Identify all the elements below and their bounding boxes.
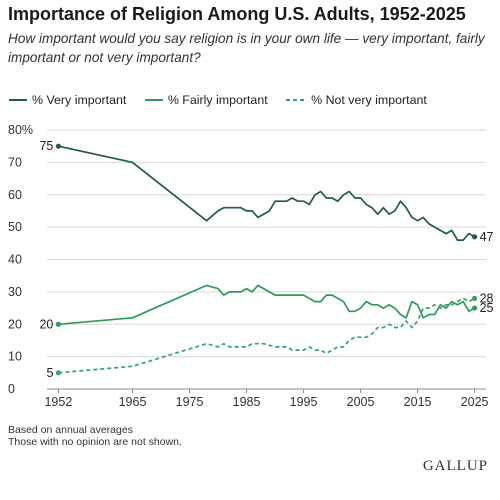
x-tick-label-2: 1975 (176, 395, 204, 409)
y-tick-label-7: 70 (8, 155, 22, 169)
x-tick-label-4: 1995 (290, 395, 318, 409)
series-end-label-2: 28 (480, 291, 494, 305)
legend-swatch-very-important (9, 99, 27, 102)
legend-label-fairly-important: % Fairly important (167, 92, 268, 107)
x-tick-label-0: 1952 (44, 395, 72, 409)
note-annual-averages: Based on annual averages (8, 424, 133, 436)
legend-item-very-important: % Very important (8, 93, 126, 107)
y-tick-label-2: 20 (8, 317, 22, 331)
note-no-opinion: Those with no opinion are not shown. (8, 436, 182, 448)
x-tick-label-7: 2025 (461, 395, 489, 409)
series-start-label-2: 5 (46, 366, 53, 380)
series-end-point-2 (471, 295, 478, 301)
legend-item-not-very-important: % Not very important (285, 93, 427, 107)
series-start-point-1 (55, 321, 62, 327)
chart-notes: Based on annual averages Those with no o… (8, 424, 182, 448)
x-tick-label-5: 2005 (347, 395, 375, 409)
legend-label-not-very-important: % Not very important (311, 92, 427, 107)
x-tick-label-6: 2015 (404, 395, 432, 409)
legend-swatch-fairly-important (144, 99, 163, 102)
y-tick-label-3: 30 (8, 285, 22, 299)
series-start-point-2 (55, 370, 62, 376)
series-end-point-0 (471, 234, 478, 240)
legend: % Very important % Fairly important % No… (8, 92, 441, 107)
chart-subtitle: How important would you say religion is … (8, 31, 485, 65)
series-line-2 (58, 297, 476, 374)
line-chart: 0 10 20 30 40 50 60 70 80% 1952 1965 1975 1985 1995 20… (8, 123, 494, 409)
y-tick-label-1: 10 (8, 350, 22, 364)
y-tick-label-8: 80% (8, 123, 33, 137)
series-end-point-1 (471, 305, 478, 311)
x-tick-label-1: 1965 (119, 395, 147, 409)
series-end-label-1: 25 (480, 301, 494, 315)
legend-label-very-important: % Very important (32, 92, 127, 107)
series-start-label-1: 20 (39, 317, 53, 331)
y-tick-label-0: 0 (8, 382, 15, 396)
series-line-0 (58, 145, 476, 241)
chart-title: Importance of Religion Among U.S. Adults… (8, 4, 466, 24)
legend-swatch-not-very-important (286, 99, 307, 102)
series-start-point-0 (55, 143, 62, 149)
series-line-1 (58, 284, 476, 326)
gallup-logo: GALLUP (422, 458, 488, 474)
x-tick-label-3: 1985 (233, 395, 261, 409)
y-tick-label-5: 50 (8, 220, 22, 234)
series-end-label-0: 47 (480, 230, 494, 244)
y-tick-label-4: 40 (8, 253, 22, 267)
series-start-label-0: 75 (39, 139, 53, 153)
y-tick-label-6: 60 (8, 188, 22, 202)
legend-item-fairly-important: % Fairly important (144, 93, 268, 107)
